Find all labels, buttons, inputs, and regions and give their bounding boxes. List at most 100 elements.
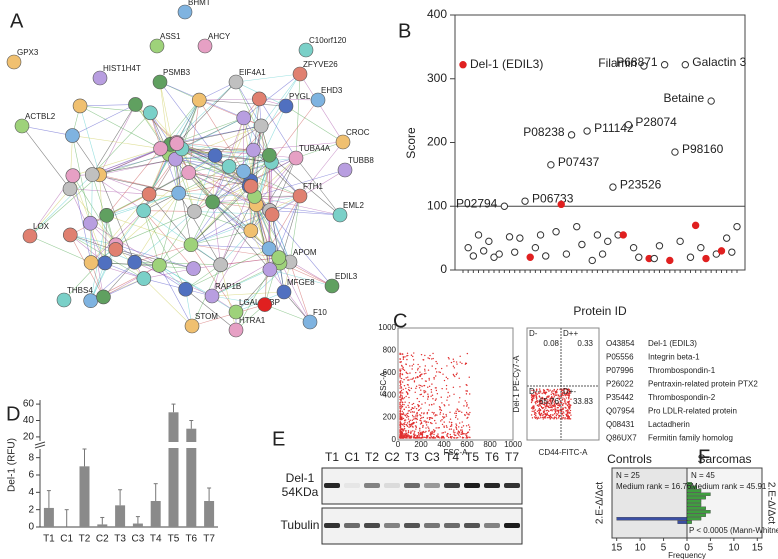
network-edge — [134, 211, 195, 263]
flow-dot — [563, 398, 566, 400]
flow-dot — [401, 368, 403, 370]
network-node — [288, 150, 304, 166]
flow-dot — [402, 358, 405, 360]
flow-dot — [405, 377, 407, 379]
flow-dot — [542, 389, 545, 391]
flow-dot — [531, 389, 533, 392]
flow-dot — [537, 416, 539, 419]
flow-dot — [408, 421, 411, 423]
flow-dot — [408, 435, 411, 437]
flow-dot — [542, 413, 544, 416]
network-edge — [271, 214, 291, 263]
network-node — [83, 215, 98, 231]
flow-dot — [433, 411, 435, 414]
network-edge — [115, 192, 179, 250]
flow-dot — [399, 394, 402, 396]
flow-dot — [446, 399, 448, 401]
band — [444, 523, 460, 528]
flow-dot — [564, 393, 566, 395]
flow-frame — [397, 327, 514, 441]
network-edge — [235, 81, 262, 127]
network-edge — [176, 117, 244, 143]
flow-dot — [406, 422, 409, 424]
flow-dot — [567, 411, 569, 413]
flow-dot — [422, 437, 424, 439]
flow-dot — [440, 367, 443, 370]
flow-dot — [399, 398, 401, 401]
y-tick-label: 100 — [427, 198, 447, 212]
network-edge — [181, 117, 244, 150]
flow-dot — [536, 417, 539, 420]
flow-dot — [407, 376, 409, 378]
flow-dot — [430, 436, 433, 438]
band — [504, 483, 520, 488]
flow-dot — [428, 385, 431, 388]
data-point — [624, 120, 633, 129]
network-edge — [253, 149, 301, 197]
flow-dot — [437, 427, 439, 429]
y-tick-label: 6 — [28, 470, 34, 481]
network-edge — [90, 210, 144, 263]
flow-dot — [435, 398, 437, 400]
flow-dot — [399, 368, 401, 370]
x-tick-label: 200 — [414, 440, 428, 449]
network-edge — [176, 142, 254, 151]
flow-dot — [427, 426, 429, 428]
network-edge — [175, 159, 195, 212]
flow-dot — [435, 360, 437, 363]
table-id: P26022 — [606, 380, 634, 389]
flow-dot — [407, 433, 409, 436]
node-label: PYGL — [289, 92, 311, 101]
flow-dot — [444, 431, 446, 433]
flow-dot — [463, 405, 465, 407]
flow-dot — [540, 401, 543, 403]
panel-letter: B — [398, 20, 411, 42]
flow-dot — [428, 409, 430, 411]
flow-dot — [422, 426, 424, 428]
network-edge — [143, 210, 221, 265]
band — [464, 483, 480, 488]
node-label: AHCY — [208, 32, 231, 41]
flow-dot — [414, 436, 416, 439]
flow-dot — [558, 404, 560, 407]
flow-dot — [428, 377, 430, 380]
bar — [115, 505, 126, 527]
flow-dot — [460, 429, 462, 431]
network-node — [213, 257, 228, 272]
network-edge — [115, 249, 194, 269]
flow-dot — [464, 433, 466, 435]
flow-dot — [546, 403, 549, 405]
network-node — [337, 162, 353, 178]
flow-dot — [533, 416, 536, 418]
flow-dot — [565, 409, 568, 412]
histogram-bar — [686, 513, 706, 517]
flow-dot — [401, 406, 403, 408]
flow-dot — [413, 352, 415, 354]
network-edge — [269, 155, 341, 216]
flow-dot — [413, 435, 416, 437]
lane-label: C1 — [344, 450, 360, 464]
flow-dot — [546, 412, 548, 414]
flow-dot — [402, 434, 404, 436]
flow-dot — [399, 403, 401, 405]
flow-dot — [550, 414, 552, 416]
network-node — [236, 110, 252, 126]
flow-dot — [562, 407, 564, 409]
data-point — [598, 250, 607, 258]
flow-dot — [568, 406, 571, 409]
node-label: ACTBL2 — [25, 112, 56, 121]
x-axis-label: Frequency — [668, 551, 706, 559]
flow-dot — [404, 423, 406, 426]
network-edge — [104, 215, 107, 263]
flow-dot — [554, 406, 556, 408]
flow-dot — [402, 430, 404, 432]
flow-dot — [561, 418, 563, 420]
x-tick-label: 0 — [684, 543, 690, 554]
flow-dot — [401, 410, 404, 412]
flow-dot — [424, 420, 426, 422]
table-id: Q08431 — [606, 420, 635, 429]
flow-dot — [446, 365, 448, 367]
flow-dot — [399, 426, 401, 429]
flow-dot — [555, 416, 557, 419]
flow-dot — [533, 397, 535, 399]
